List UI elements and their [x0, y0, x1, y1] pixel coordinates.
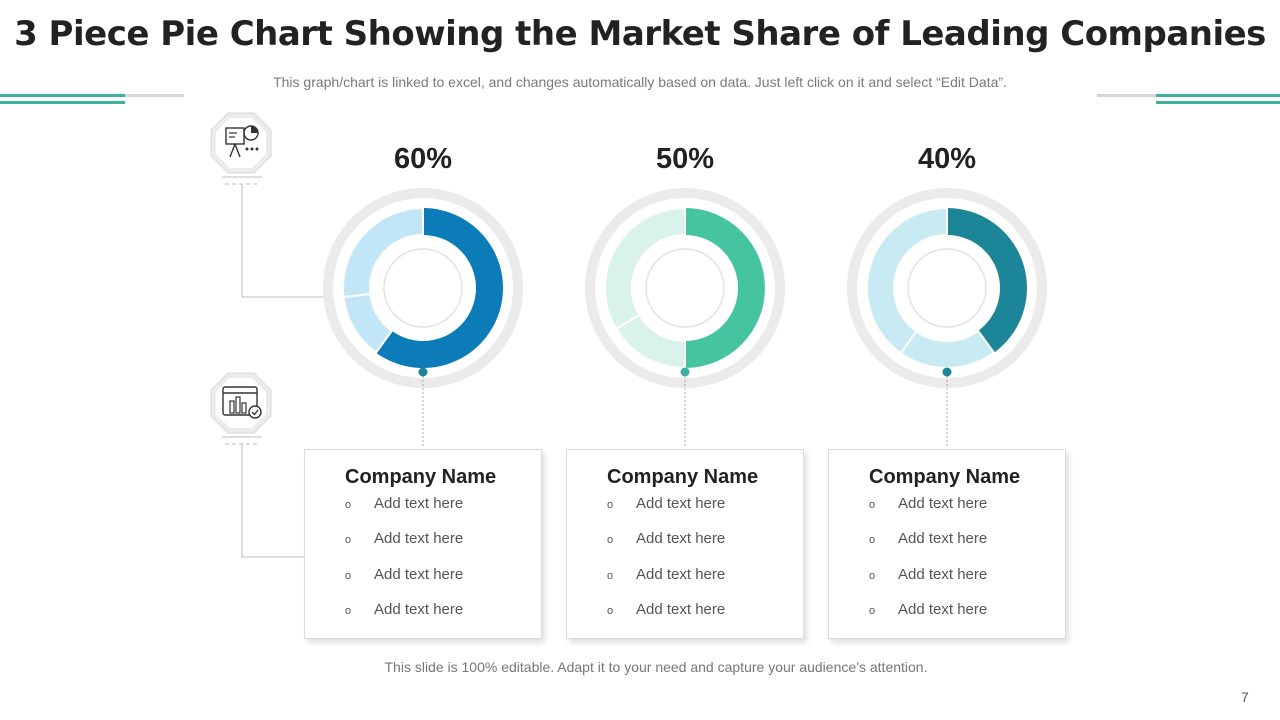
presentation-board-icon [210, 112, 272, 174]
list-item: o Add text here [869, 495, 988, 512]
company-name: Company Name [345, 466, 497, 488]
header-rule-right-grey [1097, 94, 1156, 97]
header-rule-left-grey [125, 94, 184, 97]
donut-3-anchor-dot [942, 367, 952, 377]
list-item: o Add text here [607, 566, 726, 583]
company-card-1: Company Name o Add text here o Add text he… [304, 449, 542, 639]
donut-2-anchor-dot [680, 367, 690, 377]
donut-3-rest-slice-2 [866, 206, 948, 355]
page-subtitle: This graph/chart is linked to excel, and… [273, 74, 1007, 90]
company-card-2: Company Name o Add text here o Add text he… [566, 449, 804, 639]
dashboard-window-icon [210, 372, 272, 434]
donut-2-hole [645, 248, 725, 328]
company-card-3: Company Name o Add text here o Add text he… [828, 449, 1066, 639]
donut-1-share-slice [375, 208, 504, 368]
list-item: o Add text here [345, 566, 464, 583]
company-name: Company Name [607, 466, 759, 488]
donut-1-hole [383, 248, 463, 328]
connector-line-top [241, 184, 324, 298]
donut-1-rest-slice-2 [342, 206, 424, 299]
donut-1-anchor-dot [418, 367, 428, 377]
header-rule-left-2 [0, 101, 125, 104]
header-rule-right-2 [1156, 101, 1280, 104]
donut-3-share-slice [947, 208, 1027, 353]
list-item: o Add text here [345, 530, 464, 547]
connector-line-bottom [241, 443, 304, 558]
list-item: o Add text here [869, 566, 988, 583]
list-item: o Add text here [607, 530, 726, 547]
list-item: o Add text here [869, 601, 988, 618]
list-item: o Add text here [607, 495, 726, 512]
donut-2-rest-slice-2 [604, 206, 686, 331]
company-name: Company Name [869, 466, 1021, 488]
page-number: 7 [1241, 689, 1249, 705]
page-title: 3 Piece Pie Chart Showing the Market Sha… [14, 14, 1266, 54]
list-item: o Add text here [345, 601, 464, 618]
donut-2-share-slice [685, 208, 765, 368]
list-item: o Add text here [345, 495, 464, 512]
list-item: o Add text here [869, 530, 988, 547]
header-rule-right [1156, 94, 1280, 97]
list-item: o Add text here [607, 601, 726, 618]
donut-3-hole [907, 248, 987, 328]
chart-1-value-label: 60% [393, 143, 453, 175]
chart-2-value-label: 50% [655, 143, 715, 175]
chart-3-value-label: 40% [917, 143, 977, 175]
footer-note: This slide is 100% editable. Adapt it to… [384, 659, 928, 675]
header-rule-left [0, 94, 125, 97]
